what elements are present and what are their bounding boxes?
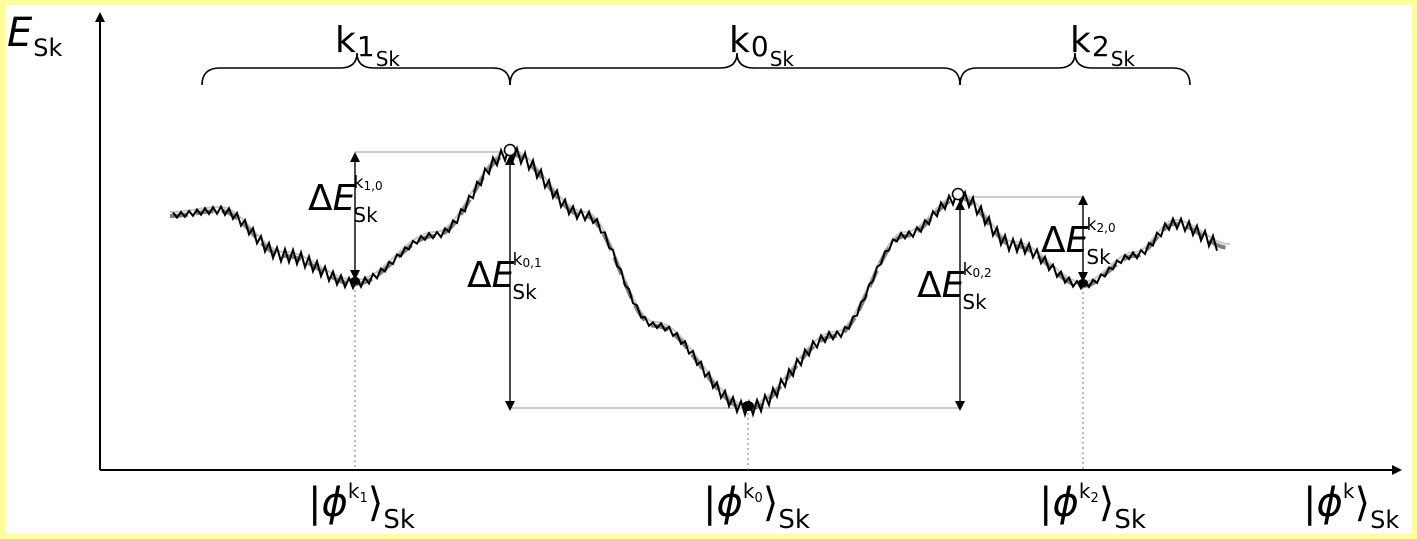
state-k2-sub: Sk	[1114, 505, 1146, 535]
state-k1-symbol: ϕ	[321, 480, 348, 526]
gap-k02-main: E	[941, 265, 965, 306]
energy-landscape-plot	[95, 12, 1402, 475]
x-axis-label: |ϕk⟩Sk	[1303, 480, 1399, 532]
region-k1-index: 1	[356, 30, 375, 63]
gap-k20-sup: k	[1086, 215, 1097, 235]
minimum-point-k2	[1078, 279, 1088, 287]
gap-k20-sub: Sk	[1086, 245, 1111, 269]
gap-k02-sub: Sk	[962, 290, 987, 314]
state-k2-bracket: ⟩	[1098, 480, 1115, 526]
region-k0-index: 0	[750, 30, 769, 63]
y-axis-label: ESk	[7, 10, 62, 60]
state-label-k0: |ϕk0⟩Sk	[703, 480, 810, 533]
x-axis-sub: Sk	[1370, 506, 1400, 534]
state-k1-bar: |	[308, 480, 322, 526]
brace-k2	[959, 52, 1191, 86]
x-axis-bracket: ⟩	[1354, 480, 1371, 526]
state-k2-bar: |	[1039, 480, 1053, 526]
region-label-k1: k1Sk	[335, 20, 400, 70]
state-k2-sup: k	[1078, 479, 1091, 503]
state-k0-bar: |	[703, 480, 717, 526]
gap-k01-delta: Δ	[467, 255, 492, 296]
state-k1-sup-index: 1	[359, 491, 368, 506]
x-axis-bar: |	[1303, 480, 1317, 526]
gap-k01-sup-index: 0,1	[522, 256, 542, 270]
gap-k01-main: E	[491, 255, 515, 296]
gap-label-k10: ΔESk k1,0	[308, 175, 383, 226]
gap-k01-sub: Sk	[512, 280, 537, 304]
gap-k10-sub: Sk	[353, 203, 378, 227]
state-k2-sup-index: 2	[1090, 491, 1099, 506]
x-axis-symbol: ϕ	[1316, 480, 1343, 526]
state-k0-sup: k	[742, 479, 755, 503]
gap-k10-sup-index: 1,0	[363, 179, 383, 193]
gap-label-k02: ΔESk k0,2	[917, 262, 992, 313]
state-label-k2: |ϕk2⟩Sk	[1039, 480, 1146, 533]
region-k0-main: k	[729, 20, 750, 61]
region-k2-main: k	[1070, 20, 1091, 61]
y-axis-main: E	[7, 10, 33, 56]
region-k2-sub: Sk	[1110, 47, 1135, 71]
barrier-point-k01	[503, 143, 517, 157]
region-label-k2: k2Sk	[1070, 20, 1135, 70]
state-k0-sub: Sk	[778, 505, 810, 535]
state-k1-bracket: ⟩	[367, 480, 384, 526]
gap-k02-sup: k	[962, 260, 973, 280]
gap-k10-main: E	[332, 178, 356, 219]
gap-k20-sup-index: 2,0	[1096, 221, 1116, 235]
gap-k01-sup: k	[512, 250, 523, 270]
state-k1-sup: k	[347, 479, 360, 503]
gap-k02-delta: Δ	[917, 265, 942, 306]
brace-k0	[509, 52, 961, 86]
region-k1-main: k	[335, 20, 356, 61]
diagram-canvas: ESk k1Sk k0Sk k2Sk ΔESkk1,0 ΔESkk0,1 ΔES…	[5, 5, 1412, 534]
state-k0-symbol: ϕ	[716, 480, 743, 526]
y-axis-sub: Sk	[33, 34, 63, 62]
gap-label-k20: ΔESk k2,0	[1041, 217, 1116, 268]
rough-energy-curve	[172, 143, 1218, 418]
state-label-k1: |ϕk1⟩Sk	[308, 480, 415, 533]
gap-label-k01: ΔESk k0,1	[467, 252, 542, 303]
region-label-k0: k0Sk	[729, 20, 794, 70]
state-k2-symbol: ϕ	[1052, 480, 1079, 526]
gap-k10-sup: k	[353, 173, 364, 193]
brace-k1	[201, 52, 511, 86]
region-k2-index: 2	[1091, 30, 1110, 63]
gap-k02-sup-index: 0,2	[972, 266, 992, 280]
gap-k20-delta: Δ	[1041, 220, 1066, 261]
region-k1-sub: Sk	[375, 47, 400, 71]
state-k1-sub: Sk	[383, 505, 415, 535]
state-k0-sup-index: 0	[754, 491, 763, 506]
barrier-point-k02	[951, 187, 965, 201]
gap-k10-delta: Δ	[308, 178, 333, 219]
gap-k20-main: E	[1065, 220, 1089, 261]
minimum-point-k0	[742, 401, 754, 411]
minimum-point-k1	[350, 277, 360, 285]
x-axis-sup: k	[1342, 479, 1355, 503]
region-k0-sub: Sk	[769, 47, 794, 71]
state-k0-bracket: ⟩	[762, 480, 779, 526]
